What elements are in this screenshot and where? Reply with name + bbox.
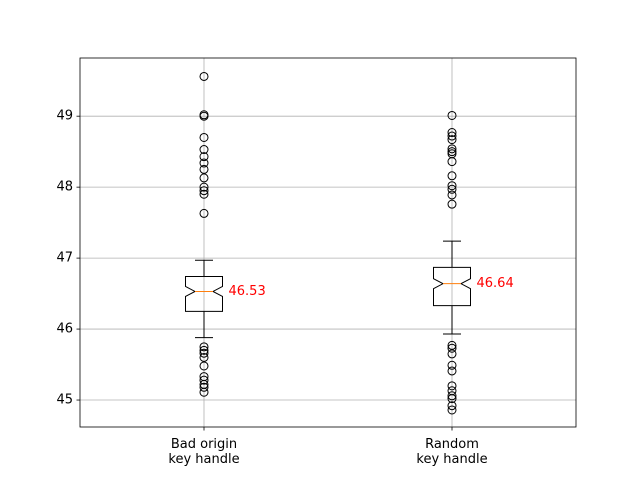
outlier-point — [199, 158, 209, 168]
outlier-point — [447, 184, 457, 194]
outlier-point — [447, 394, 457, 404]
boxes: 46.53 46.64 — [185, 71, 514, 415]
outlier-point — [447, 340, 457, 350]
x-tick-label: Bad origin — [171, 437, 237, 452]
outlier-point — [199, 345, 209, 355]
outlier-point — [199, 186, 209, 196]
outlier-point — [199, 173, 209, 183]
grid-lines — [80, 58, 576, 427]
notched-box — [185, 276, 223, 312]
outlier-point — [199, 71, 209, 81]
outlier-point — [447, 171, 457, 181]
y-tick-label: 48 — [56, 180, 73, 195]
outlier-point — [199, 132, 209, 142]
median-label: 46.53 — [229, 284, 266, 299]
x-tick-label: key handle — [168, 452, 239, 467]
y-tick-label: 47 — [56, 251, 73, 266]
outlier-point — [447, 343, 457, 353]
outlier-point — [447, 199, 457, 209]
outlier-point — [447, 181, 457, 191]
outlier-point — [199, 352, 209, 362]
outlier-point — [199, 145, 209, 155]
box-group: 46.64 — [433, 110, 514, 415]
outlier-point — [199, 361, 209, 371]
outlier-point — [199, 382, 209, 392]
outlier-point — [199, 182, 209, 192]
outlier-point — [199, 348, 209, 358]
outlier-point — [447, 157, 457, 167]
outlier-point — [447, 405, 457, 415]
y-tick-label: 45 — [56, 393, 73, 408]
outlier-point — [447, 131, 457, 141]
outlier-point — [447, 381, 457, 391]
y-tick-label: 46 — [56, 322, 73, 337]
outlier-point — [447, 144, 457, 154]
outlier-point — [447, 190, 457, 200]
outlier-point — [447, 135, 457, 145]
notched-box — [433, 266, 471, 307]
outlier-point — [199, 152, 209, 162]
x-tick-label: key handle — [416, 452, 487, 467]
y-tick-label: 49 — [56, 109, 73, 124]
outlier-point — [447, 391, 457, 401]
outlier-point — [199, 189, 209, 199]
outlier-point — [447, 360, 457, 370]
outlier-point — [447, 366, 457, 376]
outlier-point — [199, 164, 209, 174]
outlier-point — [447, 349, 457, 359]
outlier-point — [199, 375, 209, 385]
outlier-point — [447, 147, 457, 157]
box-group: 46.53 — [185, 71, 266, 397]
outlier-point — [199, 208, 209, 218]
outlier-point — [199, 342, 209, 352]
outlier-point — [447, 401, 457, 411]
outlier-point — [447, 128, 457, 138]
median-label: 46.64 — [477, 276, 514, 291]
outlier-point — [199, 387, 209, 397]
outlier-point — [199, 111, 209, 121]
plot-frame — [79, 57, 577, 428]
outlier-point — [447, 110, 457, 120]
x-tick-label: Random — [425, 437, 479, 452]
